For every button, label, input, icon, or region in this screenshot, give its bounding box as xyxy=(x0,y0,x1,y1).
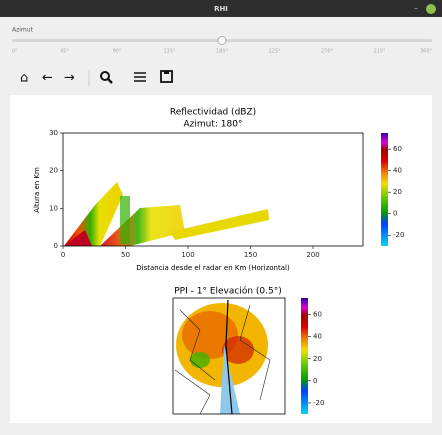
colorbar-tick-label: 0 xyxy=(393,210,397,218)
forward-button[interactable]: → xyxy=(64,71,75,86)
y-tick-label: 20 xyxy=(49,167,58,175)
y-tick-label: 10 xyxy=(49,204,58,212)
colorbar-tick-label: 40 xyxy=(393,167,402,175)
slider-tick-label: 180° xyxy=(216,49,229,55)
rhi-subtitle: Azimut: 180° xyxy=(184,120,243,130)
slider-tick-label: 0° xyxy=(12,49,18,55)
ppi-title: PPI - 1° Elevación (0.5°) xyxy=(174,286,282,297)
colorbar-tick-label: 60 xyxy=(313,311,322,319)
x-tick-label: 200 xyxy=(306,251,319,259)
close-button[interactable] xyxy=(426,4,436,14)
colorbar-tick-label: 20 xyxy=(313,355,322,363)
x-tick-label: 0 xyxy=(61,251,65,259)
page: {"window": {"title": "RHI"}, "slider": {… xyxy=(0,0,442,431)
slider-tick-label: 90° xyxy=(113,49,122,55)
back-button[interactable]: ← xyxy=(42,71,53,86)
colorbar-tick-label: -20 xyxy=(393,231,404,239)
rhi-colorbar xyxy=(381,133,388,246)
window: RHI – Azimut ⌂ ← → Reflectividad (dBZ) A… xyxy=(0,0,442,431)
minimize-button[interactable]: – xyxy=(414,4,418,13)
x-axis-label: Distancia desde el radar en Km (Horizont… xyxy=(136,264,290,272)
slider-tick-label: 270° xyxy=(321,49,334,55)
colorbar-tick-label: 20 xyxy=(393,188,402,196)
x-tick-label: 150 xyxy=(244,251,257,259)
colorbar-tick-label: 0 xyxy=(313,377,317,385)
slider-tick-label: 360° xyxy=(420,49,433,55)
home-button[interactable]: ⌂ xyxy=(20,71,28,86)
x-tick-label: 50 xyxy=(121,251,130,259)
slider-tick-label: 315° xyxy=(373,49,386,55)
x-tick-label: 100 xyxy=(181,251,194,259)
colorbar-tick-label: -20 xyxy=(313,399,324,407)
slider-tick-label: 45° xyxy=(60,49,69,55)
slider-handle[interactable] xyxy=(218,37,226,45)
window-title: RHI xyxy=(214,5,228,13)
ppi-image xyxy=(173,298,285,414)
slider-label: Azimut xyxy=(12,27,34,34)
y-tick-label: 0 xyxy=(54,242,58,250)
rhi-title: Reflectividad (dBZ) xyxy=(170,108,256,118)
colorbar-tick-label: 60 xyxy=(393,145,402,153)
y-axis-label: Altura en Km xyxy=(33,167,41,213)
slider-tick-label: 135° xyxy=(163,49,176,55)
colorbar-tick-label: 40 xyxy=(313,333,322,341)
ppi-colorbar xyxy=(301,298,308,414)
slider-tick-label: 225° xyxy=(268,49,281,55)
y-tick-label: 30 xyxy=(49,129,58,137)
